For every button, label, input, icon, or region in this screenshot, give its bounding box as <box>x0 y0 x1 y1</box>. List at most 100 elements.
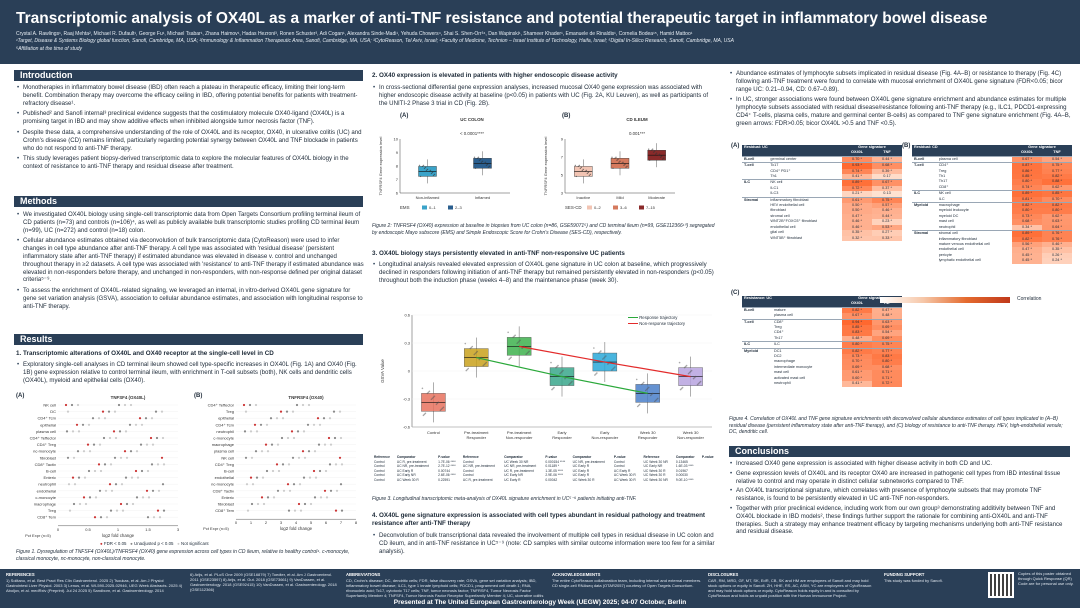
legend-nonsig: Not significant <box>181 541 209 546</box>
fig3-table-cell: 0.00744 <box>438 468 451 473</box>
fig1-cell-label: DC <box>50 409 56 414</box>
fig1-dot <box>323 489 327 492</box>
result-4-heading: 4. OX40L gene signature expression is as… <box>372 512 706 528</box>
fig1-dot <box>275 417 279 420</box>
fig3-point <box>611 369 613 371</box>
fig1-cell-label: B-cell <box>46 469 56 474</box>
fig3-point <box>518 340 520 343</box>
fig3-point <box>561 370 563 373</box>
author-list: Crystal A. Rawlings¹, Raaj Mehta², Micha… <box>16 31 693 37</box>
fig1-tick: 6 <box>325 520 328 525</box>
fig2-point <box>424 166 427 169</box>
legend-response: Response trajectory <box>639 315 678 320</box>
fig1-dot <box>276 443 280 446</box>
acknowledgements: ACKNOWLEDGEMENTS The entire CytoReason co… <box>552 572 702 598</box>
fig3-category-2: Responder <box>552 435 572 440</box>
fig1-dot <box>312 469 316 473</box>
fig3-table-header: P-value <box>699 455 718 460</box>
fig1-dot <box>136 476 140 479</box>
fig1-dot <box>98 443 102 446</box>
fig2-legend-title: EMS <box>400 205 410 210</box>
cell-group: Myeloid <box>912 202 937 209</box>
fig1-dot <box>334 509 338 512</box>
fig1-dot <box>332 410 336 413</box>
fig3-table-cell: UC NR, pre-treatment <box>396 464 429 468</box>
fig1-dot <box>67 483 71 486</box>
fig3-point <box>473 353 476 356</box>
fig3-y-label: GSVA Value <box>380 359 385 383</box>
fig3-point <box>551 388 553 391</box>
fig3-point <box>424 412 427 415</box>
cell-type: DC2 <box>773 354 782 359</box>
cell-value: 0.37 * <box>872 185 902 192</box>
fig2-point <box>647 148 650 150</box>
fig1-dot <box>298 483 302 486</box>
fig1-title-a: TNFSF4 (OX40L) <box>111 395 146 400</box>
fig2-point <box>657 154 660 156</box>
fig1-dot <box>307 450 311 453</box>
fig3-point <box>602 358 604 360</box>
fig1-dot <box>280 436 284 440</box>
fig1-dot <box>296 430 300 433</box>
qr-code[interactable] <box>988 572 1014 598</box>
fig2-point <box>615 156 617 158</box>
fig2-category: Mild <box>616 195 623 200</box>
cell-value: 0.27 * <box>872 230 902 236</box>
fig3-table-header: Comparator <box>570 455 612 460</box>
fig3-table-cell: 2.6E-06 **** <box>438 473 456 477</box>
fig1-dot <box>97 417 101 420</box>
result-1-heading: 1. Transcriptomic alterations of OX40L a… <box>16 350 274 357</box>
cell-value: 0.93 * <box>842 162 872 169</box>
cell-value: 0.82 * <box>1012 236 1042 242</box>
fig3-point <box>553 386 555 389</box>
table-col-header <box>936 150 1012 157</box>
fig1-dot <box>156 463 160 466</box>
methods-bullet: We investigated OX40L biology using sing… <box>16 211 364 234</box>
fig3-category: Pre-treatment <box>464 430 489 435</box>
cell-type: germinal center <box>768 155 842 163</box>
table-row: T-cell CD4⁺ 0.87 * 0.75 * <box>912 162 1072 169</box>
fig1-dot <box>140 469 144 473</box>
fig1-dot <box>161 436 165 440</box>
fig2-point <box>655 152 658 154</box>
result-3-bullet: Longitudinal analysis revealed elevated … <box>372 261 718 284</box>
fig1-legend: ● FDR < 0.05 ● Unadjusted p < 0.05 ● Not… <box>100 541 209 546</box>
table-residual-cd: Residual: CD Gene signature OX40L TNF B-cell… <box>912 145 1072 264</box>
methods-list: We investigated OX40L biology using sing… <box>16 211 364 314</box>
fig2-point <box>648 159 651 161</box>
cell-value: 0.56 * <box>1012 241 1042 248</box>
cell-type: HEV endothelial cell <box>770 203 805 208</box>
cell-type: macrophage <box>936 202 1012 209</box>
fig1-dot <box>124 476 128 479</box>
fig1-dot <box>71 430 75 433</box>
fig2-category: Inactive <box>576 195 591 200</box>
fig2-y-label: TNFRSF4 Gene expression level <box>543 137 548 196</box>
cell-value: 0.85 * <box>1012 174 1042 180</box>
right-intro-list: Abundance estimates of lymphocyte subset… <box>729 70 1071 131</box>
fig1-dot <box>87 423 91 426</box>
table-row: Th1 0.41 * 0.17 <box>742 174 902 180</box>
fig1-dot <box>262 502 266 506</box>
fig2-y-tick: 10 <box>394 137 399 142</box>
legend-fdr: FDR < 0.05 <box>103 541 127 546</box>
references-text: 1) Solitano, et al. Best Pract Res Clin … <box>6 578 183 594</box>
fig1-dot <box>81 423 85 426</box>
cell-value: 0.35 * <box>1042 247 1072 253</box>
fig3-point <box>697 382 700 385</box>
cell-type: macrophage <box>773 359 796 364</box>
legend-unadjusted: Unadjusted p < 0.05 <box>134 541 174 546</box>
fig1-dot <box>318 469 322 473</box>
conclusions-heading: Conclusions <box>729 446 1070 457</box>
cell-value: 0.80 * <box>1012 208 1042 214</box>
fig1-cell-label: neutrophil <box>38 482 56 487</box>
cell-value: 0.69 * <box>872 325 902 331</box>
fig3-point <box>692 377 695 380</box>
cell-value: 0.70 * <box>1042 196 1072 203</box>
fig2-point <box>430 172 433 175</box>
fig1-dot <box>324 469 328 473</box>
fig3-point <box>426 392 429 395</box>
abbreviations-text: CD, Crohn's disease; DC, dendritic cells… <box>346 578 544 598</box>
conclusion-bullet: Increased OX40 gene expression is associ… <box>729 460 1070 468</box>
fig1-dot <box>123 403 127 407</box>
fig1-dot <box>282 489 286 492</box>
